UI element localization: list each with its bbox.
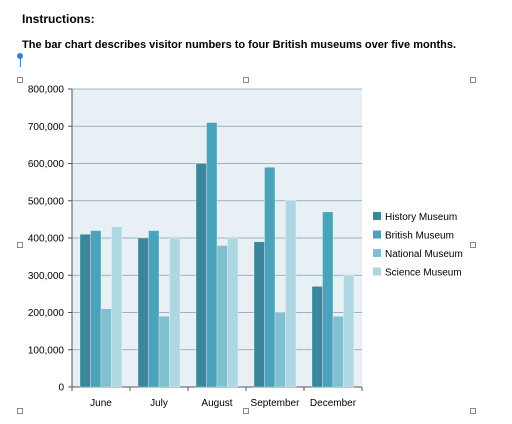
x-tick-label: July (150, 398, 168, 409)
resize-handle-middle-right[interactable] (470, 242, 476, 248)
legend-swatch (373, 249, 381, 257)
legend-swatch (373, 267, 381, 276)
bar (285, 200, 297, 388)
bar (90, 230, 102, 388)
y-tick-label: 100,000 (28, 345, 65, 356)
legend-label: Science Museum (385, 268, 462, 279)
legend-swatch (373, 212, 381, 220)
resize-handle-bottom-right[interactable] (470, 408, 476, 414)
resize-handle-bottom-left[interactable] (17, 408, 23, 414)
legend-label: National Museum (385, 249, 463, 260)
instructions-heading: Instructions: (22, 12, 95, 26)
legend-swatch (373, 230, 381, 239)
resize-handle-top-right[interactable] (470, 77, 476, 83)
legend-label: British Museum (385, 231, 454, 242)
y-tick-label: 500,000 (28, 196, 65, 207)
y-tick-label: 800,000 (28, 85, 65, 96)
bar (264, 167, 276, 388)
bar (311, 286, 323, 388)
y-tick-label: 300,000 (28, 271, 65, 282)
resize-handle-middle-left[interactable] (17, 242, 23, 248)
text-cursor[interactable] (17, 53, 23, 67)
x-tick-label: September (251, 398, 301, 409)
resize-handle-bottom-center[interactable] (243, 408, 249, 414)
chart-description: The bar chart describes visitor numbers … (22, 39, 456, 51)
bar (169, 237, 181, 388)
y-tick-label: 0 (58, 383, 64, 394)
bar (137, 237, 149, 388)
bar (206, 122, 218, 388)
resize-handle-top-center[interactable] (243, 77, 249, 83)
legend-label: History Museum (385, 212, 457, 223)
bar (227, 237, 239, 388)
bar (274, 312, 286, 388)
resize-handle-top-left[interactable] (17, 77, 23, 83)
bar (100, 308, 112, 388)
bar (322, 211, 334, 388)
bar (332, 316, 344, 388)
y-tick-label: 700,000 (28, 122, 65, 133)
bar (79, 234, 91, 388)
bar (216, 245, 228, 388)
bar (148, 230, 160, 388)
bar (343, 275, 355, 388)
bar (158, 316, 170, 388)
bar (195, 163, 207, 388)
y-tick-label: 400,000 (28, 234, 65, 245)
x-tick-label: December (310, 398, 357, 409)
x-tick-label: June (90, 398, 112, 409)
bar (111, 226, 123, 388)
x-tick-label: August (201, 398, 232, 409)
y-tick-label: 200,000 (28, 308, 65, 319)
bar (253, 241, 265, 388)
y-tick-label: 600,000 (28, 159, 65, 170)
